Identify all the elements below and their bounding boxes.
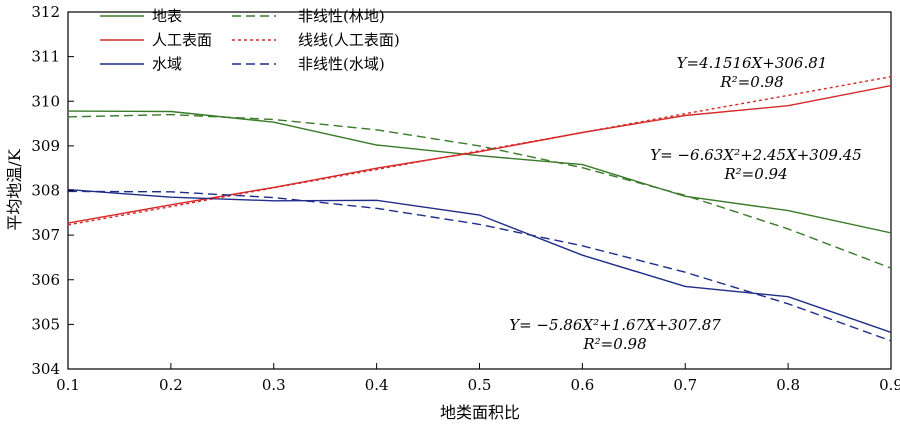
legend-label: 水域 [152, 55, 182, 73]
x-tick-label: 0.4 [365, 376, 389, 394]
legend-label: 非线性(水域) [298, 55, 385, 73]
y-tick-label: 306 [31, 271, 60, 289]
series-line-4 [67, 76, 892, 226]
legend-label: 人工表面 [152, 31, 212, 49]
equation-blue: Y= −5.86X²+1.67X+307.87 [509, 316, 721, 334]
y-tick-label: 312 [31, 3, 60, 21]
y-tick-label: 308 [31, 182, 60, 200]
x-tick-label: 0.8 [776, 376, 800, 394]
legend-label: 线线(人工表面) [298, 31, 400, 49]
x-tick-label: 0.7 [673, 376, 697, 394]
y-tick-label: 305 [31, 315, 60, 333]
series-line-2 [67, 188, 892, 334]
series-line-5 [67, 190, 892, 342]
y-tick-label: 304 [31, 360, 60, 378]
x-tick-label: 0.1 [56, 376, 80, 394]
x-tick-label: 0.2 [159, 376, 183, 394]
series-line-0 [67, 110, 892, 234]
y-tick-label: 311 [31, 48, 60, 66]
equation-red: Y=4.1516X+306.81 [677, 54, 828, 72]
equation-green: Y= −6.63X²+2.45X+309.45 [650, 146, 862, 164]
x-tick-label: 0.3 [262, 376, 286, 394]
y-tick-label: 309 [31, 137, 60, 155]
x-tick-label: 0.5 [468, 376, 492, 394]
r-squared-red: R²=0.98 [719, 73, 783, 91]
r-squared-blue: R²=0.98 [582, 335, 646, 353]
axis-layer: 304 305 306 307 308 309 310 311 312 0.1 0.2 0.3 0.4 0… [31, 3, 900, 394]
series-line-3 [67, 113, 892, 269]
x-tick-label: 0.9 [879, 376, 900, 394]
legend-label: 非线性(林地) [298, 7, 385, 25]
y-axis-title: 平均地温/K [5, 148, 24, 230]
x-axis-title: 地类面积比 [440, 403, 520, 422]
x-tick-label: 0.6 [570, 376, 594, 394]
r-squared-green: R²=0.94 [723, 165, 787, 183]
y-tick-label: 307 [31, 226, 60, 244]
legend-label: 地表 [152, 7, 182, 25]
y-tick-label: 310 [31, 92, 60, 110]
series-layer [67, 76, 892, 342]
